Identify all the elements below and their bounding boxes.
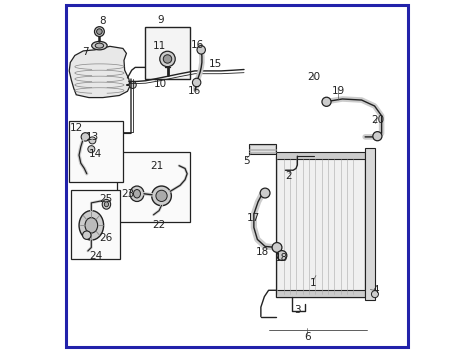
Text: 20: 20 <box>307 72 320 81</box>
Text: 8: 8 <box>100 16 106 26</box>
Text: 10: 10 <box>154 79 167 88</box>
Text: 18: 18 <box>255 247 269 257</box>
Ellipse shape <box>81 133 90 141</box>
Ellipse shape <box>79 211 104 240</box>
Ellipse shape <box>260 188 270 198</box>
Text: 16: 16 <box>188 86 201 95</box>
Ellipse shape <box>91 41 107 50</box>
Ellipse shape <box>97 29 102 34</box>
Text: 4: 4 <box>373 285 379 294</box>
Ellipse shape <box>152 186 172 206</box>
Polygon shape <box>69 46 130 98</box>
Bar <box>275 152 365 159</box>
Ellipse shape <box>82 231 91 239</box>
Ellipse shape <box>90 128 98 137</box>
Bar <box>69 121 123 182</box>
Bar <box>145 27 190 79</box>
Ellipse shape <box>277 251 287 260</box>
Text: 14: 14 <box>89 150 102 159</box>
Text: 25: 25 <box>99 194 112 204</box>
Ellipse shape <box>163 55 172 63</box>
Text: 2: 2 <box>286 171 292 181</box>
Text: 19: 19 <box>331 86 345 95</box>
Text: 23: 23 <box>121 189 134 199</box>
Ellipse shape <box>129 81 136 88</box>
Text: 5: 5 <box>244 156 250 166</box>
Text: 17: 17 <box>247 213 261 223</box>
Ellipse shape <box>372 291 378 298</box>
Ellipse shape <box>89 137 96 144</box>
Ellipse shape <box>134 190 140 198</box>
Bar <box>275 290 365 297</box>
Bar <box>117 152 190 222</box>
Text: 3: 3 <box>294 305 301 314</box>
Text: 13: 13 <box>86 132 99 142</box>
Ellipse shape <box>94 27 104 37</box>
Text: 11: 11 <box>153 41 166 51</box>
Text: 21: 21 <box>150 161 164 171</box>
Bar <box>365 148 375 300</box>
Ellipse shape <box>87 138 94 145</box>
Text: 20: 20 <box>371 115 384 125</box>
Text: 24: 24 <box>89 251 102 260</box>
Text: 16: 16 <box>191 40 204 50</box>
Text: 18: 18 <box>275 253 289 263</box>
Text: 7: 7 <box>82 47 89 57</box>
Bar <box>250 145 275 153</box>
Ellipse shape <box>373 132 382 141</box>
Text: 1: 1 <box>310 278 317 287</box>
Ellipse shape <box>104 202 109 207</box>
Text: 12: 12 <box>70 123 83 133</box>
Ellipse shape <box>197 46 205 54</box>
Text: 26: 26 <box>99 233 112 243</box>
Text: 22: 22 <box>153 220 166 230</box>
Ellipse shape <box>88 146 95 153</box>
Ellipse shape <box>156 190 167 201</box>
Bar <box>71 190 120 259</box>
Text: 6: 6 <box>304 332 310 342</box>
Ellipse shape <box>85 218 98 233</box>
Bar <box>275 156 365 297</box>
Text: 15: 15 <box>209 59 222 69</box>
Ellipse shape <box>102 199 110 209</box>
Ellipse shape <box>322 97 331 106</box>
Bar <box>249 144 275 154</box>
Ellipse shape <box>272 243 282 252</box>
Ellipse shape <box>192 78 201 87</box>
Ellipse shape <box>95 43 104 48</box>
Ellipse shape <box>160 51 175 67</box>
Text: 9: 9 <box>157 15 164 25</box>
Ellipse shape <box>130 186 144 201</box>
